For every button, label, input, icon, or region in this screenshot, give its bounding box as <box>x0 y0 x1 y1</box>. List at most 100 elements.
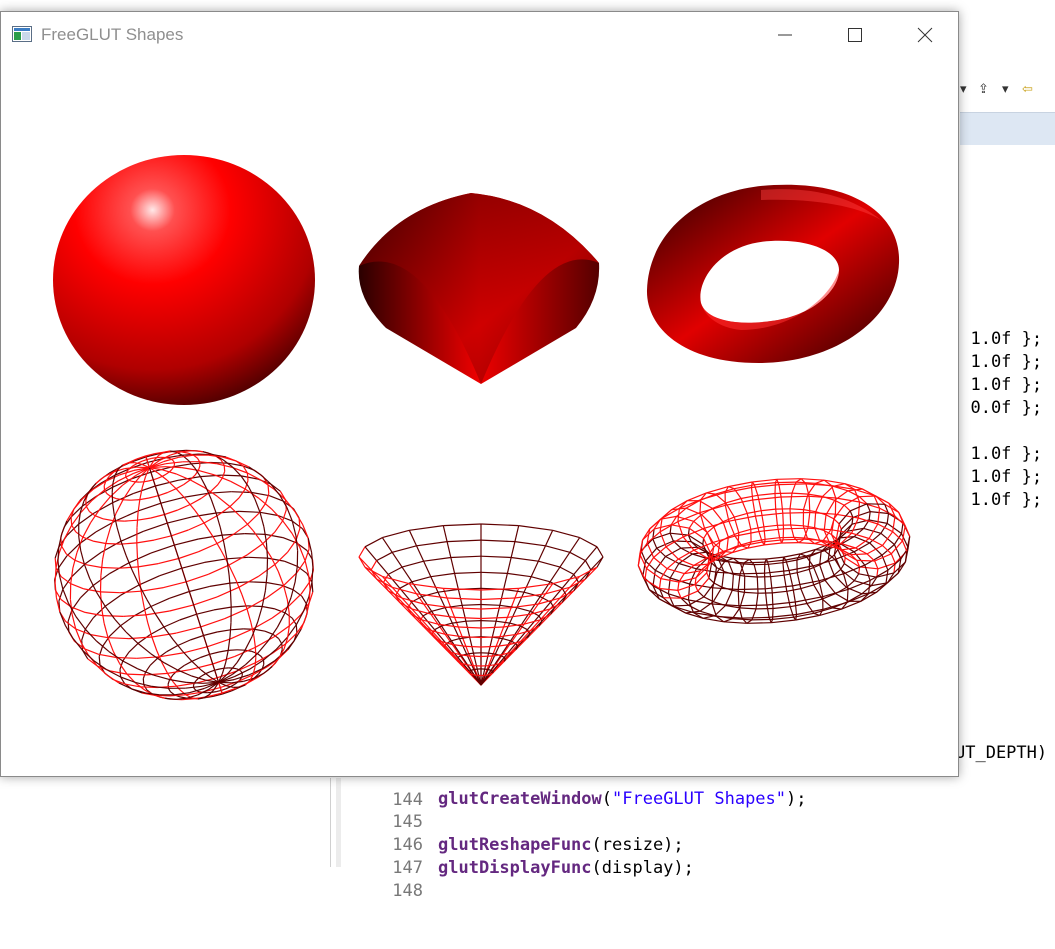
wire-segment <box>570 552 586 560</box>
wire-segment <box>247 609 251 623</box>
wire-segment <box>85 618 93 629</box>
wire-segment <box>470 656 481 657</box>
wire-segment <box>230 498 239 507</box>
wire-segment <box>455 617 481 618</box>
wire-segment <box>229 565 236 580</box>
wire-segment <box>213 537 221 551</box>
wire-segment <box>469 673 471 674</box>
wire-segment <box>108 638 129 639</box>
back-arrow-icon[interactable]: ⇦ <box>1022 82 1033 97</box>
wire-segment <box>759 529 784 532</box>
wire-segment <box>174 465 175 467</box>
wire-segment <box>229 575 230 591</box>
code-line[interactable]: 147 glutReshapeFunc(resize); <box>340 834 423 857</box>
wire-segment <box>154 536 171 540</box>
wire-segment <box>230 622 231 637</box>
string-literal: "FreeGLUT Shapes" <box>612 789 786 809</box>
wire-segment <box>365 538 382 547</box>
wire-segment <box>531 577 550 582</box>
wire-segment <box>186 574 208 582</box>
wire-segment <box>138 564 158 567</box>
wire-segment <box>121 531 143 541</box>
wire-segment <box>771 620 796 623</box>
wire-segment <box>816 497 823 512</box>
wire-segment <box>178 505 190 511</box>
wire-segment <box>815 512 816 528</box>
wire-segment <box>105 595 121 606</box>
dropdown-arrow-icon[interactable]: ▾ <box>960 82 967 97</box>
wire-segment <box>170 605 194 611</box>
wire-segment <box>116 500 123 514</box>
wire-segment <box>178 666 184 671</box>
wire-segment <box>772 593 773 609</box>
app-window-icon <box>12 26 32 42</box>
editor-tab-strip <box>960 112 1055 145</box>
wire-segment <box>481 646 496 647</box>
wire-segment <box>138 643 151 653</box>
render-viewport[interactable] <box>1 58 958 776</box>
wire-segment <box>183 647 207 653</box>
wire-segment <box>643 576 650 589</box>
wire-segment <box>218 478 223 485</box>
wire-segment <box>663 598 681 599</box>
code-line[interactable]: 148 glutDisplayFunc(display); <box>340 857 423 880</box>
wire-segment <box>733 574 744 576</box>
code-fragment: , 0.0f }; <box>950 397 1042 420</box>
wire-segment <box>108 638 113 652</box>
wire-segment <box>747 623 771 624</box>
wire-segment <box>85 612 103 615</box>
wire-segment <box>125 520 138 521</box>
wire-segment <box>775 482 796 483</box>
wire-segment <box>288 626 290 638</box>
wire-segment <box>208 565 229 574</box>
wire-segment <box>704 533 708 539</box>
wire-segment <box>511 558 538 562</box>
wire-segment <box>231 591 232 607</box>
wire-segment <box>216 690 221 691</box>
wire-segment <box>207 639 231 647</box>
pin-icon[interactable]: ⇪ <box>978 82 989 97</box>
wire-segment <box>678 508 680 521</box>
wire-segment <box>257 654 261 657</box>
wire-segment <box>267 586 284 598</box>
wire-segment <box>724 622 747 624</box>
freeglut-window[interactable]: FreeGLUT Shapes <box>0 11 959 777</box>
wire-segment <box>654 558 668 569</box>
wire-segment <box>790 604 807 607</box>
wire-segment <box>160 568 182 576</box>
minimize-button[interactable] <box>750 12 820 58</box>
wire-segment <box>213 656 235 664</box>
maximize-button[interactable] <box>820 12 890 58</box>
wire-segment <box>221 689 226 691</box>
function-name: glutDisplayFunc <box>438 858 592 878</box>
wire-segment <box>219 650 228 652</box>
wire-segment <box>184 480 190 485</box>
wire-segment <box>790 509 791 525</box>
wire-segment <box>727 537 728 550</box>
dropdown-arrow-icon[interactable]: ▾ <box>1002 82 1009 97</box>
code-line: 146 <box>340 811 423 834</box>
close-button[interactable] <box>890 12 960 58</box>
wire-segment <box>231 606 247 607</box>
wire-segment <box>138 559 139 575</box>
wire-segment <box>773 617 794 619</box>
wire-segment <box>793 581 820 586</box>
wire-segment <box>844 497 859 505</box>
wire-segment <box>597 547 603 557</box>
wire-segment <box>854 574 858 581</box>
code-args: (display); <box>592 858 694 878</box>
wire-segment <box>834 569 841 575</box>
wire-segment <box>729 516 756 521</box>
wire-segment <box>210 583 230 586</box>
wire-segment <box>493 671 494 672</box>
wire-segment <box>79 513 95 524</box>
wire-segment <box>504 589 524 592</box>
wire-segment <box>738 589 765 590</box>
wire-segment <box>787 591 790 606</box>
wire-segment <box>204 632 218 636</box>
title-bar[interactable]: FreeGLUT Shapes <box>1 12 958 58</box>
code-fragment: , 1.0f }; <box>950 328 1042 351</box>
wire-segment <box>790 493 792 509</box>
wire-segment <box>231 629 253 639</box>
code-line[interactable]: 145 glutCreateWindow("FreeGLUT Shapes"); <box>340 788 423 811</box>
